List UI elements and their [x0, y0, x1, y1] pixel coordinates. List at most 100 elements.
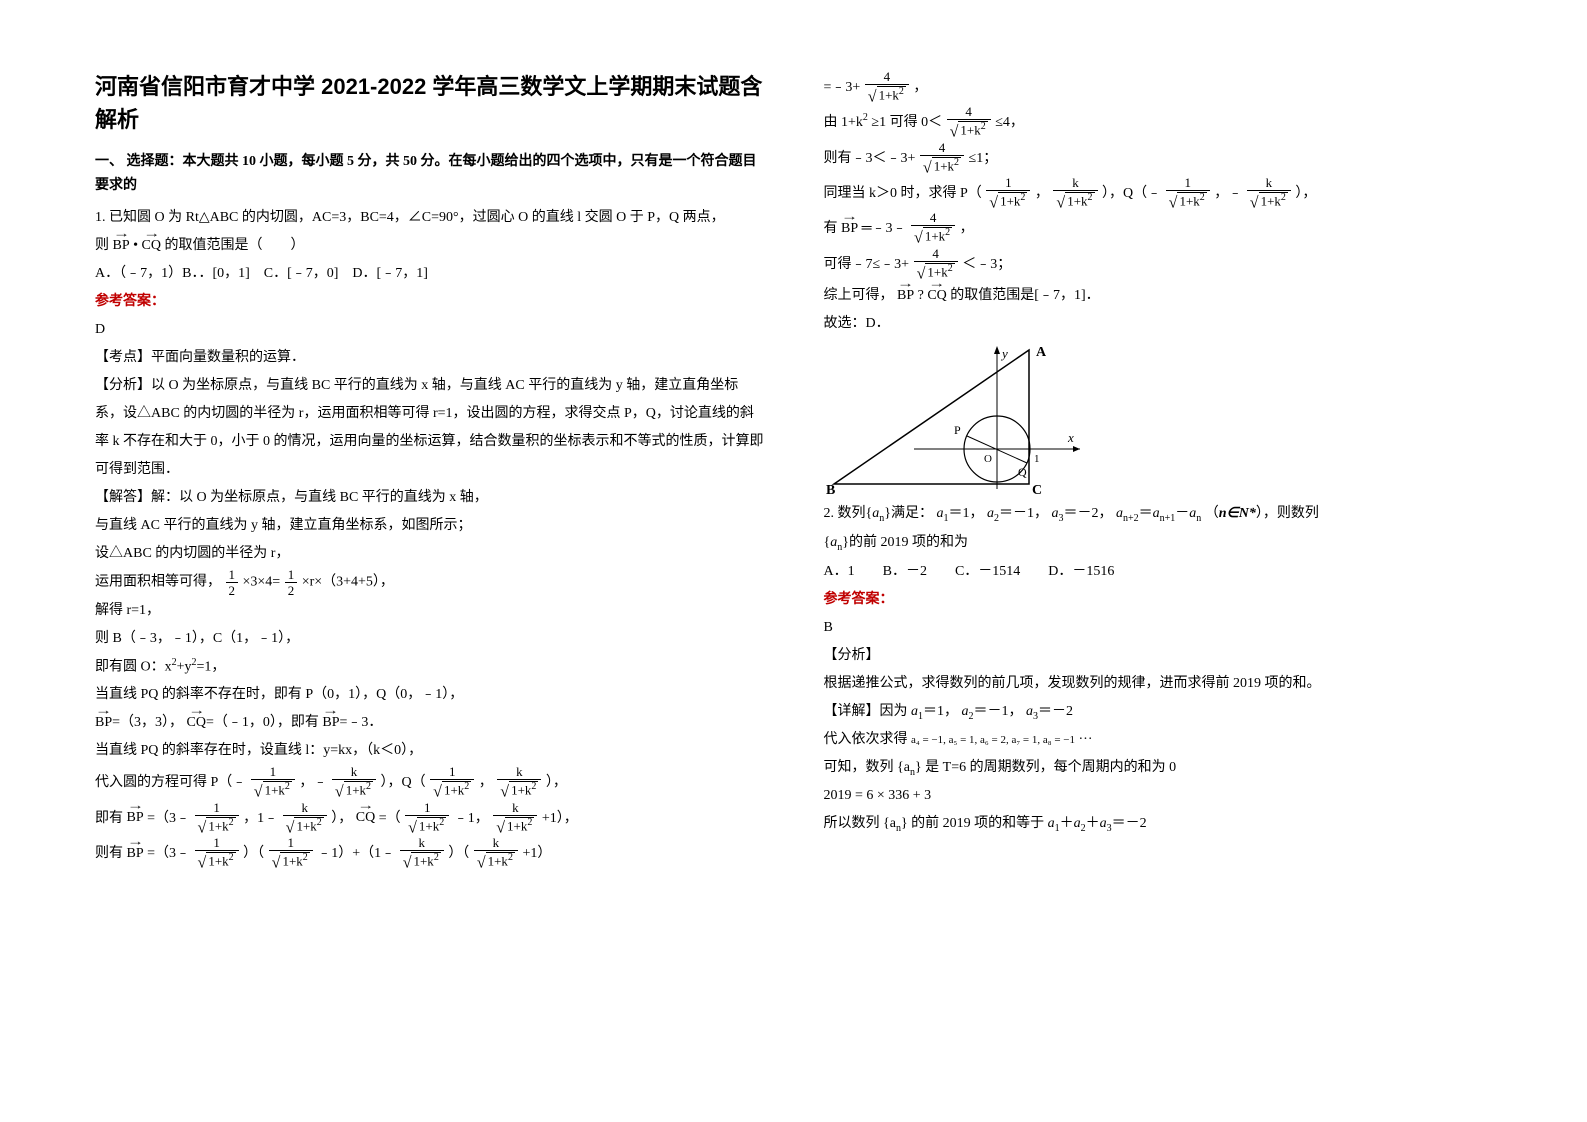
r-l7: 综上可得， BP ? CQ 的取值范围是[﹣7，1]． [824, 282, 1493, 310]
jd-l13d: ﹣1）+（1﹣ [317, 846, 395, 861]
jd-l11d: ， [479, 775, 493, 790]
frac-k-sqrt-c: k√1+k2 [283, 801, 327, 836]
r-l1b: ， [913, 80, 927, 95]
xj-l3b: 是 T=6 的周期数列，每个周期内的和为 0 [925, 760, 1176, 775]
label-a: A [1036, 345, 1047, 360]
jd-l13a: 则有 [95, 846, 123, 861]
q1-stem-c: 的取值范围是（ ） [164, 238, 304, 253]
q2-a2: a [987, 506, 994, 521]
xj-l5b: 的前 2019 项的和等于 [911, 816, 1048, 831]
vec-cq-4: CQ [927, 282, 946, 310]
jd-l12g: +1）， [542, 810, 578, 825]
q1-options: A．（﹣7，1）B．．[0，1] C．[﹣7，0] D．[﹣7，1] [95, 260, 764, 288]
jd-l7c: =1， [197, 659, 226, 674]
xj-l5a: 所以数列 [824, 816, 880, 831]
jd-l11c: ），Q（ [381, 775, 426, 790]
y-arrow-icon [994, 346, 1000, 354]
vec-bp-3: BP [322, 709, 339, 737]
frac-1-sqrt-h: 1√1+k2 [1166, 176, 1210, 211]
jd-l12c: ，1﹣ [243, 810, 278, 825]
left-column: 河南省信阳市育才中学 2021-2022 学年高三数学文上学期期末试题含解析 一… [95, 70, 764, 1082]
frac-k-sqrt-h: k√1+k2 [1247, 176, 1291, 211]
label-p: P [954, 423, 961, 437]
q1-jieda-l2: 与直线 AC 平行的直线为 y 轴，建立直角坐标系，如图所示； [95, 512, 764, 540]
jd-l4c: ×r×（3+4+5）， [302, 574, 394, 589]
doc-title: 河南省信阳市育才中学 2021-2022 学年高三数学文上学期期末试题含解析 [95, 70, 764, 136]
xj-a3v: ＝－2 [1038, 704, 1073, 719]
jd-l13e: ）（ [448, 846, 469, 861]
r-l2c: ≤4， [995, 115, 1024, 130]
q1-jieda-l10: 当直线 PQ 的斜率存在时，设直线 l：y=kx，（k＜0）， [95, 737, 764, 765]
q2-fenxi-label: 【分析】 [824, 642, 1493, 670]
label-b: B [826, 483, 835, 494]
r-l5: 有 BP ═﹣3﹣ 4√1+k2 ， [824, 211, 1493, 246]
jd-l11e: ）， [546, 775, 567, 790]
xj-l5c2: ＋ [1086, 816, 1100, 831]
frac-1-sqrt-e: 1√1+k2 [195, 836, 239, 871]
r-l4a: 同理当 k＞0 时，求得 P（ [824, 186, 982, 201]
q1-jieda-l7: 即有圆 O：x2+y2=1， [95, 653, 764, 682]
frac-1-sqrt-c: 1√1+k2 [195, 801, 239, 836]
jd-l12e: =（ [379, 810, 401, 825]
q1-jieda-l1: 【解答】解：以 O 为坐标原点，与直线 BC 平行的直线为 x 轴， [95, 484, 764, 512]
r-l5b: ═﹣3﹣ [862, 221, 907, 236]
label-c: C [1032, 483, 1042, 494]
q1-jieda-l5: 解得 r=1， [95, 597, 764, 625]
xj-l5d: ＝－2 [1112, 816, 1147, 831]
frac-half-1: 12 [226, 568, 239, 597]
jd-l4a: 运用面积相等可得， [95, 574, 221, 589]
q1-jieda-l6: 则 B（﹣3，﹣1），C（1，﹣1）， [95, 625, 764, 653]
frac-half-2: 12 [285, 568, 298, 597]
q1-jieda-l11: 代入圆的方程可得 P（﹣ 1√1+k2 ，﹣ k√1+k2 ），Q（ 1√1+k… [95, 765, 764, 800]
vector-cq: CQ [142, 232, 161, 260]
xj-l3a: 可知，数列 [824, 760, 894, 775]
frac-1-sqrt-a: 1√1+k2 [251, 765, 295, 800]
q2-stem-d: }的前 2019 项的和为 [842, 535, 968, 550]
r-l2: 由 1+k2 ≥1 可得 0＜ 4√1+k2 ≤4， [824, 105, 1493, 140]
figure-triangle: A B C x y P Q O 1 [824, 344, 1084, 494]
r-l7a: 综上可得， [824, 288, 894, 303]
q2-fenxi-body: 根据递推公式，求得数列的前几项，发现数列的规律，进而求得前 2019 项的和。 [824, 670, 1493, 698]
r-l7c: 的取值范围是[﹣7，1]． [950, 288, 1099, 303]
xj-l5-a2: a [1074, 816, 1081, 831]
q2-a2v: ＝－1， [999, 506, 1048, 521]
vec-bp-5: BP [127, 840, 144, 868]
ref-answer-label: 参考答案： [95, 288, 764, 316]
triangle-abc [834, 350, 1029, 484]
jd-l9a: =（3，3）， [112, 715, 183, 730]
frac-1-sqrt-f: 1√1+k2 [269, 836, 313, 871]
frac-k-sqrt-f: k√1+k2 [474, 836, 518, 871]
r-l3a: 则有﹣3＜﹣3+ [824, 151, 916, 166]
r-l2a: 由 1+k [824, 115, 863, 130]
frac-1-sqrt-g: 1√1+k2 [986, 176, 1030, 211]
q2-stem-2: {an}的前 2019 项的和为 [824, 529, 1493, 558]
q2-rec2: － [1175, 506, 1189, 521]
vec-bp-2: BP [95, 709, 112, 737]
q2-a3v: ＝－2， [1063, 506, 1112, 521]
r-l6b: ＜﹣3； [962, 257, 1011, 272]
frac-4-sqrt-d: 4√1+k2 [911, 211, 955, 246]
xj-l5-a1: a [1048, 816, 1055, 831]
r-l3: 则有﹣3＜﹣3+ 4√1+k2 ≤1； [824, 141, 1493, 176]
jd-l13c: ）（ [243, 846, 264, 861]
q2-xiangjie-l4: 2019 = 6 × 336 + 3 [824, 783, 1493, 810]
q1-stem-b: 则 [95, 238, 109, 253]
frac-k-sqrt-d: k√1+k2 [493, 801, 537, 836]
label-o: O [984, 453, 992, 465]
vec-cq-3: CQ [356, 804, 375, 832]
xj-a1: a [911, 704, 918, 719]
xj-l2a: 代入依次求得 [824, 732, 908, 747]
q1-kaodian: 【考点】平面向量数量积的运算． [95, 344, 764, 372]
q1-answer: D [95, 316, 764, 344]
vec-bp-7: BP [897, 282, 914, 310]
q2-xiangjie-l3: 可知，数列 {an} 是 T=6 的周期数列，每个周期内的和为 0 [824, 754, 1493, 783]
xj-a2: a [962, 704, 969, 719]
q2-stem-b: }满足： [884, 506, 933, 521]
jd-l9b: =（﹣1，0），即有 [206, 715, 319, 730]
r-l5a: 有 [824, 221, 838, 236]
q1-jieda-l13: 则有 BP =（3﹣ 1√1+k2 ）（ 1√1+k2 ﹣1）+（1﹣ k√1+… [95, 836, 764, 871]
frac-k-sqrt-b: k√1+k2 [497, 765, 541, 800]
jd-l9c: =﹣3． [340, 715, 383, 730]
xj-l5-a3: a [1100, 816, 1107, 831]
q1-jieda-l3: 设△ABC 的内切圆的半径为 r， [95, 540, 764, 568]
